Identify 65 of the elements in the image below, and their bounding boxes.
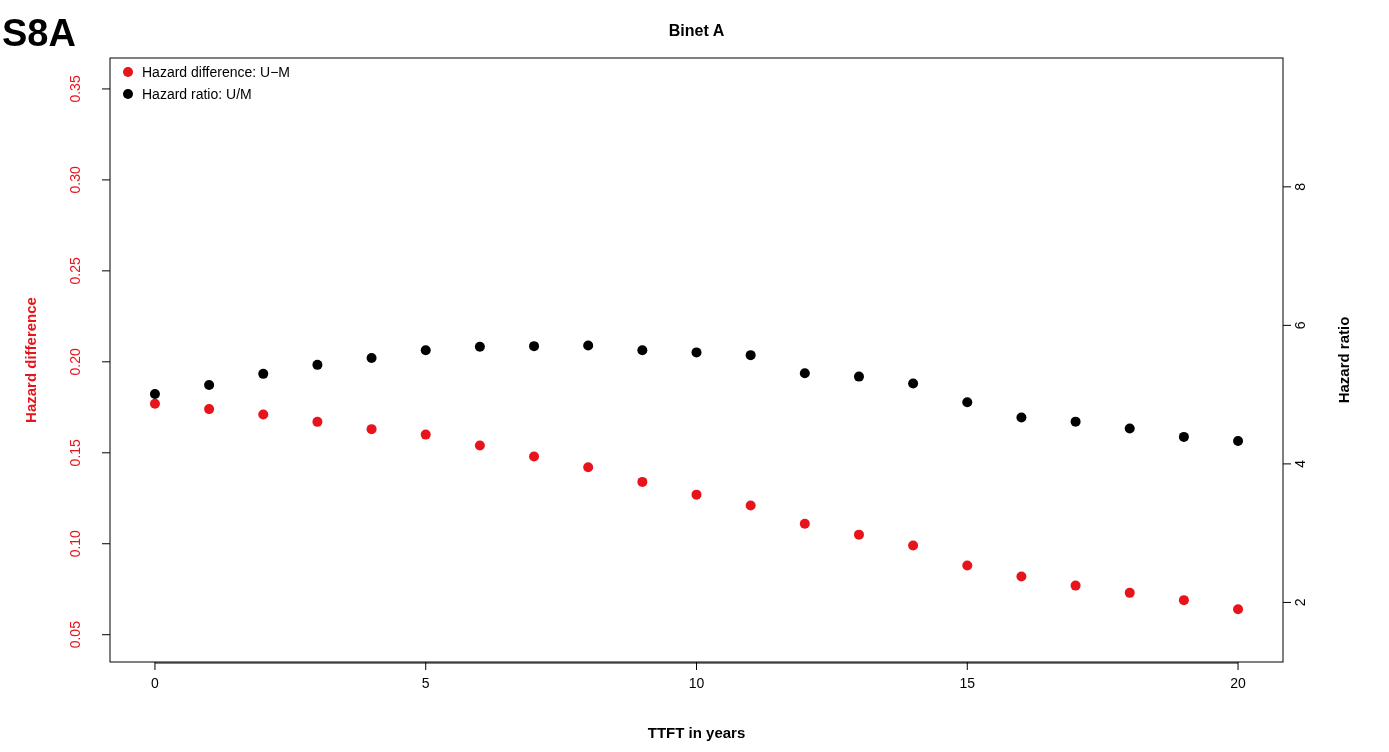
point <box>204 404 215 415</box>
y-tick-label: 0.20 <box>67 347 83 376</box>
point <box>799 368 810 379</box>
point <box>1016 412 1027 423</box>
y2-tick-label: 4 <box>1292 459 1308 468</box>
point <box>745 500 756 511</box>
point <box>529 451 540 462</box>
point <box>908 378 919 389</box>
point <box>962 560 973 571</box>
point <box>312 359 323 370</box>
point <box>529 341 540 352</box>
y-axis-title: Hazard difference <box>22 297 39 423</box>
y-tick-label: 0.15 <box>67 438 83 467</box>
point <box>583 340 594 351</box>
point <box>691 347 702 358</box>
legend-label: Hazard ratio: U/M <box>142 86 252 102</box>
point <box>312 416 323 427</box>
point <box>474 440 485 451</box>
point <box>149 388 160 399</box>
point <box>1124 587 1135 598</box>
point <box>637 476 648 487</box>
y2-tick-label: 8 <box>1292 182 1308 191</box>
point <box>420 345 431 356</box>
chart-title: Binet A <box>668 22 725 39</box>
x-tick-label: 15 <box>959 675 976 691</box>
y-tick-label: 0.35 <box>67 75 83 103</box>
y-tick-label: 0.05 <box>67 620 83 649</box>
y2-tick-label: 6 <box>1292 321 1308 330</box>
point <box>908 540 919 551</box>
y2-tick-label: 2 <box>1292 598 1308 607</box>
point <box>1178 431 1189 442</box>
point <box>366 424 377 435</box>
x-tick-label: 10 <box>688 675 705 691</box>
point <box>204 379 215 390</box>
point <box>149 398 160 409</box>
legend-label: Hazard difference: U−M <box>142 64 290 80</box>
y2-axis-title: Hazard ratio <box>1335 316 1352 404</box>
point <box>691 489 702 500</box>
point <box>1016 571 1027 582</box>
x-tick-label: 20 <box>1230 675 1247 691</box>
point <box>637 345 648 356</box>
point <box>799 518 810 529</box>
point <box>474 341 485 352</box>
x-tick-label: 0 <box>151 675 160 691</box>
point <box>853 529 864 540</box>
y-tick-label: 0.25 <box>67 257 83 285</box>
point <box>1070 580 1081 591</box>
point <box>420 429 431 440</box>
text: S8A <box>2 12 76 54</box>
x-axis-title: TTFT in years <box>647 724 746 741</box>
point <box>853 371 864 382</box>
point <box>1233 604 1244 615</box>
point <box>745 350 756 361</box>
point <box>583 462 594 473</box>
point <box>1070 416 1081 427</box>
x-tick-label: 5 <box>421 675 430 691</box>
point <box>366 352 377 363</box>
point <box>258 368 269 379</box>
point <box>258 409 269 420</box>
point <box>962 397 973 408</box>
y-tick-label: 0.10 <box>67 529 83 558</box>
y-tick-label: 0.30 <box>67 166 83 194</box>
point <box>1124 423 1135 434</box>
point <box>1178 595 1189 606</box>
point <box>1233 436 1244 447</box>
